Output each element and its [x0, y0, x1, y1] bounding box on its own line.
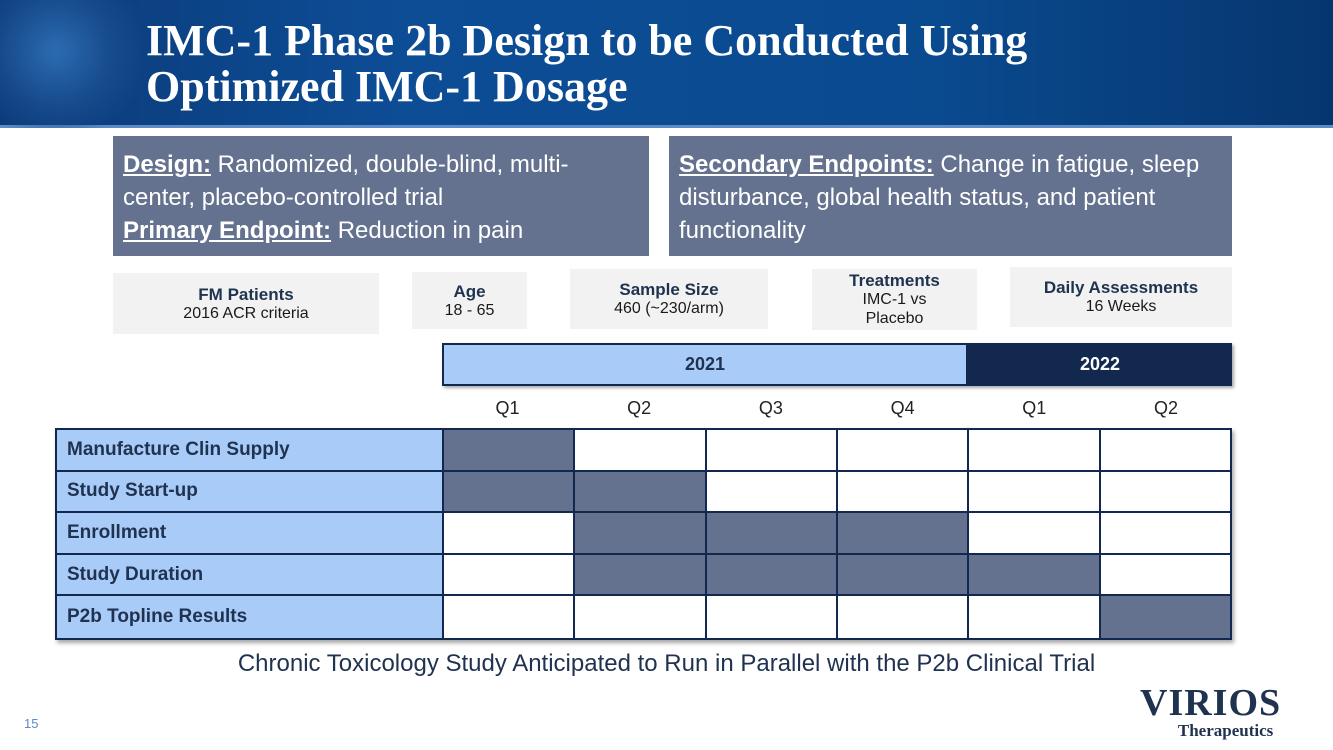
info-treatments: Treatments IMC-1 vs Placebo	[812, 269, 977, 330]
design-box: Design: Randomized, double-blind, multi-…	[113, 136, 649, 256]
row-label: P2b Topline Results	[57, 596, 444, 638]
info-value: IMC-1 vs Placebo	[862, 291, 927, 327]
gantt-cell	[837, 430, 970, 470]
gantt-cell	[1100, 513, 1230, 553]
gantt-cell	[706, 430, 838, 470]
row-label: Manufacture Clin Supply	[57, 430, 444, 470]
info-value: 18 - 65	[444, 301, 495, 319]
info-sample-size: Sample Size 460 (~230/arm)	[570, 269, 768, 329]
secondary-label: Secondary Endpoints:	[679, 151, 934, 178]
design-text: Randomized, double-blind, multi-center, …	[123, 151, 569, 211]
gantt-cell	[837, 471, 970, 512]
row-label: Enrollment	[57, 513, 444, 553]
info-title: FM Patients	[198, 284, 294, 304]
gantt-cell	[444, 554, 576, 595]
gantt-cell-active	[575, 554, 707, 595]
quarter-label: Q1	[495, 398, 520, 418]
info-age: Age 18 - 65	[412, 272, 527, 329]
gantt-grid: Manufacture Clin Supply Study Start-up Enr…	[55, 428, 1232, 640]
row-label: Study Duration	[57, 554, 444, 595]
virios-logo: VIRIOS Therapeutics	[1140, 684, 1281, 740]
gantt-cell	[444, 513, 576, 553]
gantt-cell	[969, 513, 1101, 553]
gantt-cell-active	[575, 471, 707, 512]
year-2022: 2022	[968, 343, 1232, 386]
info-fm-patients: FM Patients 2016 ACR criteria	[113, 273, 379, 334]
quarter-label: Q4	[890, 398, 915, 418]
gantt-row: Study Start-up	[57, 471, 1230, 514]
gantt-cell	[706, 596, 838, 638]
info-title: Daily Assessments	[1043, 278, 1199, 297]
secondary-text: Change in fatigue, sleep disturbance, gl…	[679, 151, 1200, 244]
gantt-cell	[1100, 471, 1230, 512]
gantt-cell	[1100, 430, 1230, 470]
gantt-cell-active	[575, 513, 707, 553]
gantt-cell-active	[706, 513, 838, 553]
gantt-cell-active	[837, 554, 970, 595]
footer-note: Chronic Toxicology Study Anticipated to …	[237, 650, 1096, 677]
info-value: 16 Weeks	[1085, 298, 1157, 315]
title-line-1: IMC-1 Phase 2b Design to be Conducted Us…	[146, 16, 1028, 65]
virus-image	[0, 0, 140, 128]
logo-sub: Therapeutics	[1177, 721, 1274, 740]
quarter-label: Q1	[1022, 398, 1047, 418]
gantt-cell	[969, 471, 1101, 512]
gantt-cell	[837, 596, 970, 638]
info-title: Sample Size	[619, 280, 719, 299]
gantt-cell	[1100, 554, 1230, 595]
quarter-label: Q2	[627, 398, 652, 418]
gantt-cell-active	[837, 513, 970, 553]
gantt-cell-active	[444, 471, 576, 512]
gantt-cell	[575, 430, 707, 470]
info-value: 460 (~230/arm)	[614, 300, 724, 317]
year-2021: 2021	[442, 343, 968, 386]
title-line-2: Optimized IMC-1 Dosage	[146, 62, 628, 111]
gantt-cell	[706, 471, 838, 512]
page-title: IMC-1 Phase 2b Design to be Conducted Us…	[146, 18, 1027, 110]
logo-name: VIRIOS	[1140, 682, 1282, 724]
primary-endpoint-text: Reduction in pain	[331, 217, 524, 244]
gantt-cell-active	[969, 554, 1101, 595]
design-label: Design:	[123, 151, 212, 178]
quarter-label: Q2	[1153, 398, 1178, 418]
gantt-row: Study Duration	[57, 554, 1230, 597]
gantt-row: Enrollment	[57, 513, 1230, 555]
secondary-endpoints-box: Secondary Endpoints: Change in fatigue, …	[669, 136, 1232, 256]
gantt-cell-active	[444, 430, 576, 470]
gantt-cell	[969, 596, 1101, 638]
row-label: Study Start-up	[57, 471, 444, 512]
info-title: Treatments	[849, 271, 940, 290]
gantt-cell	[969, 430, 1101, 470]
info-daily-assessments: Daily Assessments 16 Weeks	[1010, 267, 1232, 327]
quarter-label: Q3	[758, 398, 783, 418]
header-banner	[0, 0, 1333, 128]
info-value: 2016 ACR criteria	[183, 304, 309, 322]
gantt-cell	[444, 596, 576, 638]
gantt-row: Manufacture Clin Supply	[57, 430, 1230, 472]
page-number: 15	[24, 716, 39, 731]
gantt-cell-active	[1100, 596, 1230, 638]
gantt-cell-active	[706, 554, 838, 595]
primary-endpoint-label: Primary Endpoint:	[123, 217, 332, 244]
gantt-row: P2b Topline Results	[57, 596, 1230, 638]
gantt-cell	[575, 596, 707, 638]
info-title: Age	[453, 281, 486, 301]
